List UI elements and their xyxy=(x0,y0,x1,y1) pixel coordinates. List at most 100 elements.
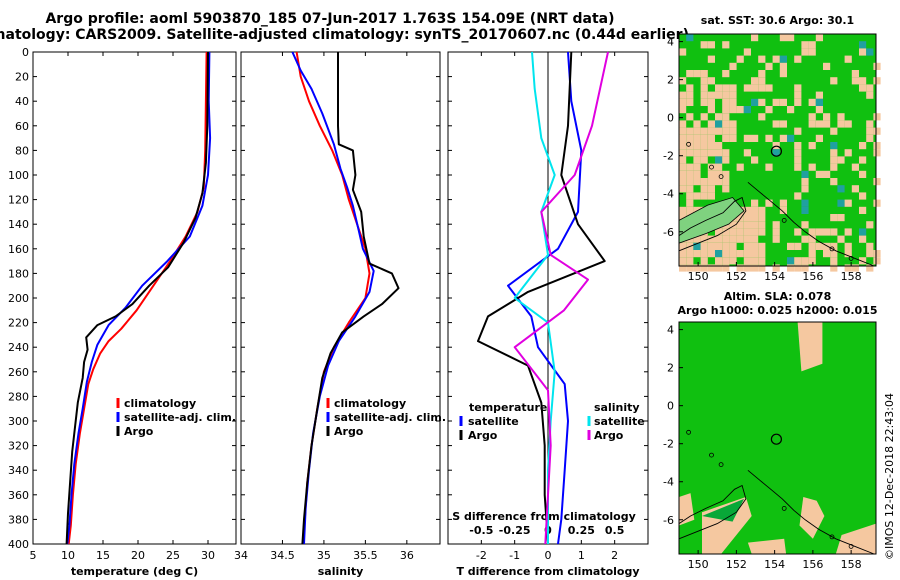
sst-cell xyxy=(765,106,773,114)
top-tick-label: -0.5 xyxy=(469,524,493,537)
x-tick-label: 15 xyxy=(96,549,110,562)
sst-cell xyxy=(873,142,881,150)
sst-cell xyxy=(743,264,751,272)
sst-cell xyxy=(873,77,881,85)
sst-cell xyxy=(743,235,751,243)
sst-cell xyxy=(700,142,708,150)
sst-cell xyxy=(801,185,809,193)
sst-cell xyxy=(758,214,766,222)
sst-cell xyxy=(859,156,867,164)
sst-cell xyxy=(679,206,687,214)
depth-tick-label: 120 xyxy=(8,194,29,207)
sst-cell xyxy=(873,149,881,157)
depth-tick-label: 100 xyxy=(8,169,29,182)
title-line-2: Climatology: CARS2009. Satellite-adjuste… xyxy=(0,27,689,43)
sst-cell xyxy=(801,41,809,49)
depth-tick-label: 240 xyxy=(8,341,29,354)
sst-cell-cool xyxy=(743,106,751,114)
sst-cell xyxy=(679,214,687,222)
map-lat-label: -2 xyxy=(663,150,674,163)
sst-cell xyxy=(779,199,787,207)
sst-cell xyxy=(693,178,701,186)
sst-cell xyxy=(707,264,715,272)
sst-cell xyxy=(736,106,744,114)
sst-cell xyxy=(700,41,708,49)
sst-cell xyxy=(715,127,723,135)
sla-land-patch xyxy=(679,493,695,526)
sst-cell xyxy=(715,257,723,265)
sst-cell xyxy=(859,235,867,243)
sst-cell xyxy=(707,55,715,63)
legend-entry: Argo xyxy=(124,425,154,438)
sst-cell xyxy=(679,48,687,56)
sst-cell-cool xyxy=(837,199,845,207)
sst-cell xyxy=(823,228,831,236)
sst-cell xyxy=(837,156,845,164)
x-tick-label: 30 xyxy=(201,549,215,562)
new-britain-island xyxy=(678,197,745,244)
legend-entry: satellite xyxy=(468,415,519,428)
sst-cell xyxy=(830,264,838,272)
sst-cell xyxy=(686,250,694,258)
sst-cell xyxy=(743,149,751,157)
sst-cell xyxy=(808,120,816,128)
depth-tick-label: 400 xyxy=(8,538,29,551)
map-lat-label: 0 xyxy=(667,112,674,125)
depth-tick-label: 20 xyxy=(15,71,29,84)
sst-cell xyxy=(715,113,723,121)
sst-cell xyxy=(693,156,701,164)
sst-cell xyxy=(787,106,795,114)
x-tick-label: 2 xyxy=(611,549,618,562)
sst-cell xyxy=(715,91,723,99)
x-tick-label: 34.5 xyxy=(270,549,295,562)
sst-cell xyxy=(844,242,852,250)
sst-cell xyxy=(722,70,730,78)
x-tick-label: 5 xyxy=(30,549,37,562)
sst-cell xyxy=(823,120,831,128)
sst-cell xyxy=(808,242,816,250)
sst-cell xyxy=(751,77,759,85)
map-lon-label: 150 xyxy=(688,270,709,283)
sst-cell xyxy=(715,264,723,272)
sst-cell xyxy=(751,235,759,243)
sst-cell xyxy=(830,228,838,236)
sst-cell-cool xyxy=(801,170,809,178)
sst-cell xyxy=(851,185,859,193)
sst-cell xyxy=(772,228,780,236)
small-island xyxy=(829,534,835,540)
sst-cell xyxy=(736,55,744,63)
sst-cell xyxy=(736,214,744,222)
sst-cell xyxy=(873,62,881,70)
depth-tick-label: 220 xyxy=(8,317,29,330)
sst-cell xyxy=(700,257,708,265)
sst-cell xyxy=(686,98,694,106)
side-stamp: ©IMOS 12-Dec-2018 22:43:04 xyxy=(883,393,896,560)
sla-dark-patch xyxy=(701,498,745,522)
sst-cell xyxy=(779,34,787,42)
sst-cell xyxy=(700,149,708,157)
map-lon-label: 158 xyxy=(841,558,862,571)
sst-cell xyxy=(679,242,687,250)
small-island xyxy=(718,174,724,180)
sst-cell-cool xyxy=(866,48,874,56)
sst-cell xyxy=(837,113,845,121)
series-line-2 xyxy=(477,51,606,545)
sst-cell xyxy=(873,127,881,135)
plot-frame xyxy=(32,51,237,545)
sst-cell-cool xyxy=(686,34,694,42)
depth-tick-label: 0 xyxy=(22,46,29,59)
x-tick-label: 20 xyxy=(131,549,145,562)
depth-tick-label: 260 xyxy=(8,366,29,379)
title-line-1: Argo profile: aoml 5903870_185 07-Jun-20… xyxy=(45,11,614,27)
sst-cell xyxy=(736,250,744,258)
sst-cell xyxy=(794,192,802,200)
coastline-new-britain xyxy=(678,484,747,540)
sst-cell xyxy=(707,127,715,135)
sst-cell xyxy=(830,250,838,258)
sst-cell xyxy=(772,221,780,229)
map-lon-label: 152 xyxy=(726,270,747,283)
map-lat-label: 4 xyxy=(667,36,674,49)
sst-cell xyxy=(844,264,852,272)
map-lat-label: 0 xyxy=(667,400,674,413)
sst-cell xyxy=(758,242,766,250)
